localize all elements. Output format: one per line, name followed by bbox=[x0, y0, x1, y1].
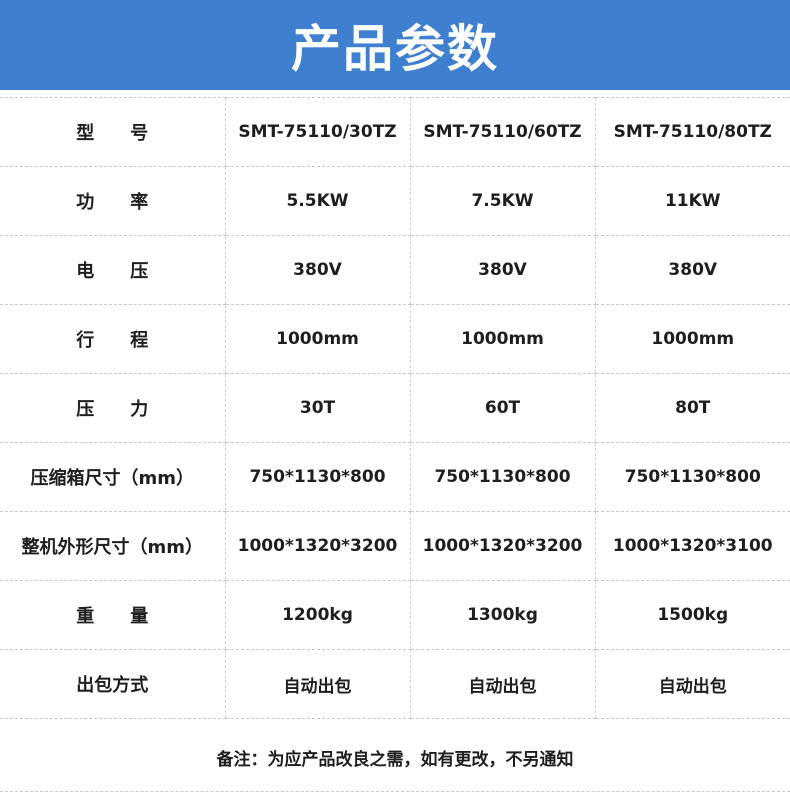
row-label: 型 号 bbox=[0, 97, 225, 167]
table-row: 压缩箱尺寸（mm） 750*1130*800 750*1130*800 750*113… bbox=[0, 442, 790, 512]
table-row: 行 程 1000mm 1000mm 1000mm bbox=[0, 304, 790, 374]
table-cell: SMT-75110/30TZ bbox=[224, 97, 410, 167]
row-label: 整机外形尺寸（mm） bbox=[0, 511, 225, 581]
page-title: 产品参数 bbox=[291, 20, 499, 78]
table-row: 电 压 380V 380V 380V bbox=[0, 235, 790, 305]
table-row: 整机外形尺寸（mm） 1000*1320*3200 1000*1320*3200 10… bbox=[0, 511, 790, 581]
table-cell: SMT-75110/60TZ bbox=[409, 97, 595, 167]
table-row: 出包方式 自动出包 自动出包 自动出包 bbox=[0, 649, 790, 719]
table-cell: 5.5KW bbox=[224, 166, 410, 236]
header-banner: 产品参数 bbox=[0, 0, 790, 90]
table-cell: 380V bbox=[409, 235, 595, 305]
footnote: 备注：为应产品改良之需，如有更改，不另通知 bbox=[0, 723, 790, 792]
row-label: 行 程 bbox=[0, 304, 225, 374]
table-row: 型 号 SMT-75110/30TZ SMT-75110/60TZ SMT-75110… bbox=[0, 97, 790, 167]
table-cell: SMT-75110/80TZ bbox=[594, 97, 790, 167]
table-cell: 1000mm bbox=[594, 304, 790, 374]
table-cell: 1000mm bbox=[224, 304, 410, 374]
table-cell: 自动出包 bbox=[224, 649, 410, 719]
table-cell: 750*1130*800 bbox=[224, 442, 410, 512]
table-cell: 60T bbox=[409, 373, 595, 443]
table-cell: 1300kg bbox=[409, 580, 595, 650]
table-cell: 自动出包 bbox=[594, 649, 790, 719]
row-label: 重 量 bbox=[0, 580, 225, 650]
table-cell: 750*1130*800 bbox=[594, 442, 790, 512]
row-label: 压 力 bbox=[0, 373, 225, 443]
table-cell: 11KW bbox=[594, 166, 790, 236]
row-label: 压缩箱尺寸（mm） bbox=[0, 442, 225, 512]
table-cell: 380V bbox=[594, 235, 790, 305]
spec-table: 型 号 SMT-75110/30TZ SMT-75110/60TZ SMT-75110… bbox=[0, 97, 790, 719]
table-row: 重 量 1200kg 1300kg 1500kg bbox=[0, 580, 790, 650]
table-cell: 1500kg bbox=[594, 580, 790, 650]
row-label: 出包方式 bbox=[0, 649, 225, 719]
table-cell: 380V bbox=[224, 235, 410, 305]
table-cell: 1000*1320*3200 bbox=[224, 511, 410, 581]
table-cell: 750*1130*800 bbox=[409, 442, 595, 512]
table-row: 功 率 5.5KW 7.5KW 11KW bbox=[0, 166, 790, 236]
table-row: 压 力 30T 60T 80T bbox=[0, 373, 790, 443]
table-cell: 1000*1320*3200 bbox=[409, 511, 595, 581]
table-cell: 1000*1320*3100 bbox=[594, 511, 790, 581]
table-cell: 30T bbox=[224, 373, 410, 443]
row-label: 电 压 bbox=[0, 235, 225, 305]
table-cell: 1200kg bbox=[224, 580, 410, 650]
table-cell: 7.5KW bbox=[409, 166, 595, 236]
table-cell: 80T bbox=[594, 373, 790, 443]
table-cell: 自动出包 bbox=[409, 649, 595, 719]
table-cell: 1000mm bbox=[409, 304, 595, 374]
row-label: 功 率 bbox=[0, 166, 225, 236]
